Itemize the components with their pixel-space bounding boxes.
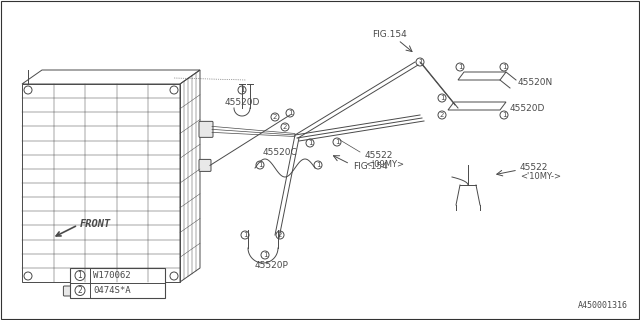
Text: 0474S*A: 0474S*A	[93, 286, 131, 295]
Text: 2: 2	[273, 114, 277, 120]
Circle shape	[276, 231, 284, 239]
Text: 45520D: 45520D	[510, 103, 545, 113]
Bar	[70, 268, 165, 298]
Circle shape	[256, 161, 264, 169]
Text: 1: 1	[243, 232, 247, 238]
Circle shape	[261, 251, 269, 259]
Text: 1: 1	[308, 140, 312, 146]
Text: FRONT: FRONT	[80, 219, 111, 229]
Text: A450001316: A450001316	[578, 301, 628, 310]
Text: 1: 1	[418, 59, 422, 65]
Text: 45520P: 45520P	[255, 260, 289, 269]
Text: <'09MY>: <'09MY>	[365, 159, 404, 169]
Text: 1: 1	[258, 162, 262, 168]
FancyBboxPatch shape	[63, 286, 79, 296]
Text: 2: 2	[283, 124, 287, 130]
Circle shape	[416, 58, 424, 66]
Text: <'10MY->: <'10MY->	[520, 172, 561, 180]
Circle shape	[500, 63, 508, 71]
Circle shape	[75, 270, 85, 281]
Text: 45522: 45522	[365, 150, 394, 159]
Circle shape	[241, 231, 249, 239]
Circle shape	[438, 94, 446, 102]
Circle shape	[333, 138, 341, 146]
Text: 45520C: 45520C	[263, 148, 298, 156]
Text: 1: 1	[263, 252, 268, 258]
Circle shape	[271, 113, 279, 121]
Text: 2: 2	[278, 232, 282, 238]
Text: 1: 1	[335, 139, 339, 145]
Text: 1: 1	[440, 95, 444, 101]
Circle shape	[238, 86, 246, 94]
Circle shape	[281, 123, 289, 131]
Text: W170062: W170062	[93, 271, 131, 280]
Circle shape	[314, 161, 322, 169]
Text: 1: 1	[316, 162, 320, 168]
Circle shape	[438, 111, 446, 119]
Circle shape	[170, 86, 178, 94]
Text: 1: 1	[240, 87, 244, 93]
Text: 1: 1	[458, 64, 462, 70]
Text: 1: 1	[502, 112, 506, 118]
Text: 1: 1	[502, 64, 506, 70]
Text: 45522: 45522	[520, 163, 548, 172]
Text: FIG.154: FIG.154	[372, 29, 407, 38]
FancyBboxPatch shape	[199, 121, 213, 137]
Circle shape	[306, 139, 314, 147]
Text: 2: 2	[77, 286, 83, 295]
Text: 45520D: 45520D	[225, 98, 260, 107]
Circle shape	[286, 109, 294, 117]
Circle shape	[500, 111, 508, 119]
FancyBboxPatch shape	[199, 159, 211, 172]
Text: FIG.154: FIG.154	[353, 162, 388, 171]
Text: 45520N: 45520N	[518, 77, 553, 86]
Circle shape	[170, 272, 178, 280]
Text: 1: 1	[288, 110, 292, 116]
Text: 2: 2	[440, 112, 444, 118]
Circle shape	[456, 63, 464, 71]
Text: 1: 1	[77, 271, 83, 280]
Circle shape	[24, 86, 32, 94]
Circle shape	[24, 272, 32, 280]
Circle shape	[75, 285, 85, 295]
